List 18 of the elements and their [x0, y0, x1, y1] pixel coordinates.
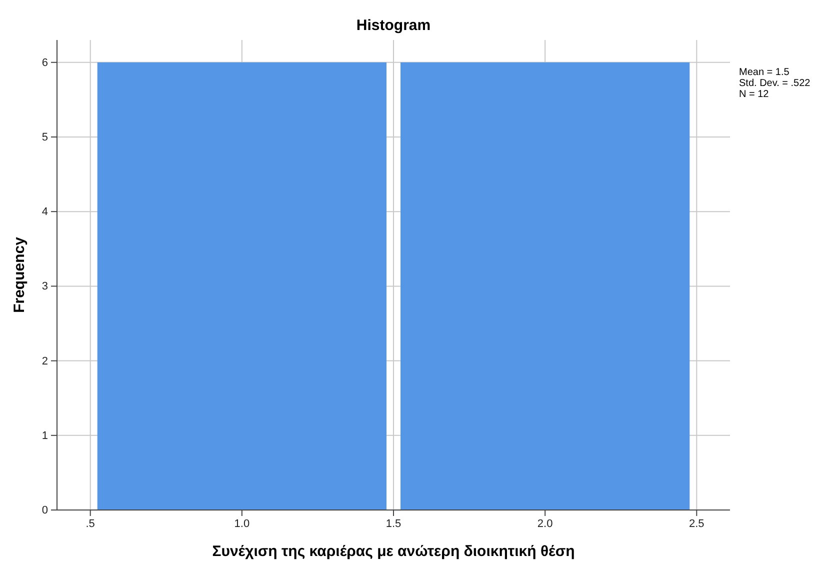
y-tick-label: 5	[42, 132, 48, 144]
y-tick-label: 1	[42, 430, 48, 442]
y-axis-title: Frequency	[11, 236, 28, 313]
x-tick-label: 1.5	[386, 518, 402, 530]
x-axis-title: Συνέχιση της καριέρας με ανώτερη διοικητική θέση	[212, 543, 575, 560]
x-tick-label: 2.0	[537, 518, 553, 530]
y-tick-label: 2	[42, 355, 48, 368]
text: N = 12	[739, 89, 770, 100]
text: Mean = 1.5	[739, 67, 790, 78]
x-tick-label: 2.5	[689, 518, 704, 530]
y-tick-label: 3	[42, 280, 48, 293]
text: Std. Dev. = .522	[739, 78, 811, 89]
y-tick-label: 4	[42, 206, 48, 218]
y-tick-label: 0	[42, 504, 48, 517]
x-tick-label: 1.0	[234, 518, 250, 530]
y-tick-label: 6	[42, 56, 48, 69]
x-tick-label: .5	[86, 518, 95, 530]
chart-title: Histogram	[356, 17, 431, 34]
